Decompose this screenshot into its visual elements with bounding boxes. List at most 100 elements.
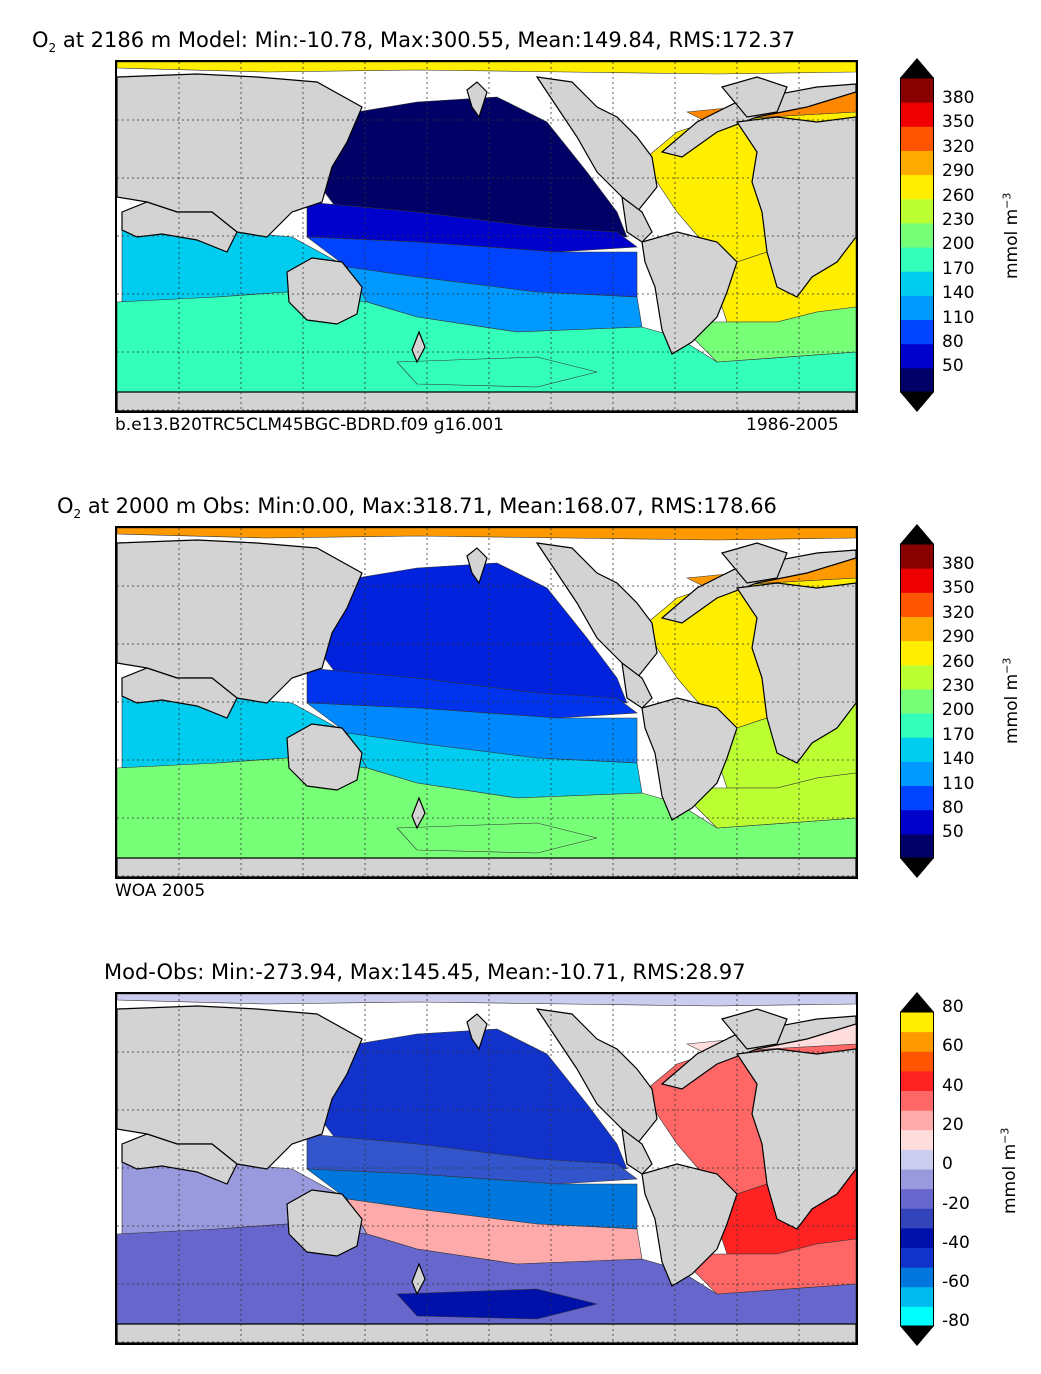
land-mass bbox=[735, 582, 856, 764]
colorbar-tick-label: -60 bbox=[942, 1272, 970, 1293]
colorbar-tick-label: 320 bbox=[942, 602, 975, 623]
panel-3-colorbar bbox=[900, 992, 934, 1346]
land-mass bbox=[720, 76, 788, 118]
colorbar-swatch bbox=[900, 271, 934, 296]
land-mass bbox=[621, 195, 653, 243]
ocean-region-sw-atlantic bbox=[676, 1238, 856, 1295]
ocean-region-southern-ocean bbox=[117, 1223, 856, 1325]
panel-1-map bbox=[115, 60, 858, 413]
colorbar-tick-label: 110 bbox=[942, 307, 975, 328]
colorbar-swatch bbox=[900, 713, 934, 738]
colorbar-swatch bbox=[900, 343, 934, 369]
ocean-region-arctic bbox=[117, 528, 856, 541]
land-mass bbox=[286, 257, 363, 325]
colorbar-swatch bbox=[900, 1169, 934, 1190]
colorbar-swatch bbox=[900, 568, 934, 593]
colorbar-svg bbox=[900, 992, 934, 1346]
colorbar-tick-label: 60 bbox=[942, 1036, 964, 1057]
ocean-region-ross-sea bbox=[396, 356, 598, 388]
colorbar-swatch bbox=[900, 102, 934, 127]
land-mass bbox=[660, 83, 856, 158]
land-mass bbox=[466, 1013, 488, 1051]
colorbar-swatch bbox=[900, 785, 934, 811]
land-mass bbox=[660, 1015, 856, 1090]
ocean-region-ross-sea bbox=[396, 1288, 598, 1320]
colorbar-swatch bbox=[900, 1227, 934, 1248]
colorbar-tick-label: 230 bbox=[942, 676, 975, 696]
colorbar-swatch bbox=[900, 1090, 934, 1111]
colorbar-tick-label: 140 bbox=[942, 749, 975, 770]
colorbar-swatch bbox=[900, 1247, 934, 1268]
colorbar-tick-label: -20 bbox=[942, 1193, 970, 1214]
ocean-region-sw-atlantic bbox=[676, 306, 856, 363]
colorbar-tick-label: 380 bbox=[942, 554, 975, 574]
colorbar-tick-label: 350 bbox=[942, 578, 975, 599]
panel-2-colorbar bbox=[900, 524, 934, 878]
colorbar-tick-label: -40 bbox=[942, 1232, 970, 1253]
colorbar-tick-label: 110 bbox=[942, 773, 975, 794]
colorbar-min-arrow bbox=[900, 858, 934, 878]
land-mass bbox=[621, 661, 653, 709]
colorbar-min-arrow bbox=[900, 1326, 934, 1346]
colorbar-swatch bbox=[900, 1306, 934, 1327]
land-mass bbox=[735, 116, 856, 298]
colorbar-swatch bbox=[900, 367, 934, 393]
colorbar-swatch bbox=[900, 616, 934, 642]
ocean-region-arctic bbox=[117, 994, 856, 1007]
land-mass bbox=[641, 697, 738, 821]
colorbar-tick-label: 260 bbox=[942, 651, 975, 672]
colorbar-max-arrow bbox=[900, 992, 934, 1012]
colorbar-swatch bbox=[900, 1188, 934, 1209]
land-mass bbox=[641, 231, 738, 355]
colorbar-swatch bbox=[900, 1129, 934, 1150]
colorbar-tick-label: 290 bbox=[942, 161, 975, 182]
panel-1-caption-run: b.e13.B20TRC5CLM45BGC-BDRD.f09 g16.001 bbox=[115, 415, 504, 435]
colorbar-tick-label: 200 bbox=[942, 234, 975, 255]
colorbar-tick-label: 230 bbox=[942, 210, 975, 230]
colorbar-swatch bbox=[900, 664, 934, 690]
colorbar-tick-label: 140 bbox=[942, 283, 975, 304]
colorbar-swatch bbox=[900, 126, 934, 151]
colorbar-svg bbox=[900, 524, 934, 878]
panel-3-title: Mod-Obs: Min:-273.94, Max:145.45, Mean:-… bbox=[104, 960, 746, 984]
colorbar-max-arrow bbox=[900, 524, 934, 544]
colorbar-swatch bbox=[900, 737, 934, 762]
panel-1-colorbar bbox=[900, 58, 934, 412]
colorbar-swatch bbox=[900, 1070, 934, 1091]
colorbar-swatch bbox=[900, 174, 934, 200]
panel-2-title: O2 at 2000 m Obs: Min:0.00, Max:318.71, … bbox=[57, 494, 777, 522]
colorbar-tick-label: 170 bbox=[942, 724, 975, 745]
map-svg bbox=[117, 528, 856, 877]
colorbar-swatch bbox=[900, 1208, 934, 1229]
colorbar-tick-label: 80 bbox=[942, 798, 964, 818]
ocean-region-ross-sea bbox=[396, 822, 598, 854]
colorbar-svg bbox=[900, 58, 934, 412]
ocean-region-southern-ocean bbox=[117, 757, 856, 859]
colorbar-swatch bbox=[900, 1286, 934, 1307]
colorbar-tick-label: 200 bbox=[942, 700, 975, 721]
colorbar-swatch bbox=[900, 1149, 934, 1170]
ocean-region-sw-atlantic bbox=[676, 772, 856, 829]
colorbar-swatch bbox=[900, 688, 934, 714]
colorbar-swatch bbox=[900, 809, 934, 835]
panel-2-caption-source: WOA 2005 bbox=[115, 881, 206, 901]
colorbar-swatch bbox=[900, 1031, 934, 1052]
colorbar-swatch bbox=[900, 640, 934, 666]
panel-1-title: O2 at 2186 m Model: Min:-10.78, Max:300.… bbox=[32, 28, 796, 56]
land-mass bbox=[117, 857, 856, 877]
colorbar-swatch bbox=[900, 295, 934, 321]
map-svg bbox=[117, 994, 856, 1343]
panel-2-map bbox=[115, 526, 858, 879]
colorbar-tick-label: 50 bbox=[942, 822, 964, 843]
colorbar-swatch bbox=[900, 198, 934, 224]
colorbar-tick-label: 350 bbox=[942, 112, 975, 133]
colorbar-max-arrow bbox=[900, 58, 934, 78]
land-mass bbox=[466, 81, 488, 119]
land-mass bbox=[621, 1127, 653, 1175]
land-mass bbox=[121, 667, 238, 719]
land-mass bbox=[286, 723, 363, 791]
colorbar-tick-label: -80 bbox=[942, 1311, 970, 1332]
colorbar-tick-label: 40 bbox=[942, 1075, 964, 1096]
panel-3-colorbar-unit: mmol m−3 bbox=[998, 1127, 1021, 1215]
colorbar-tick-label: 290 bbox=[942, 627, 975, 648]
